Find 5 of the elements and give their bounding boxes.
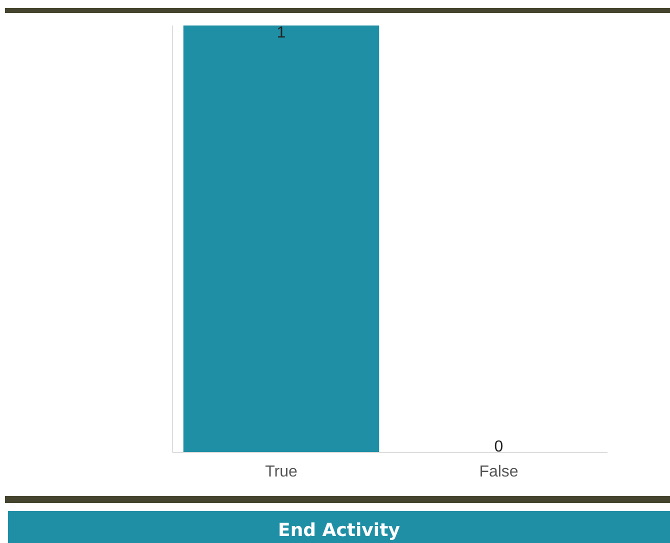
x-tick-label: True — [265, 464, 298, 480]
x-tick-label: False — [479, 464, 518, 480]
data-label: 0 — [494, 438, 504, 456]
data-label: 1 — [276, 24, 286, 42]
text: End Activity — [278, 519, 400, 543]
